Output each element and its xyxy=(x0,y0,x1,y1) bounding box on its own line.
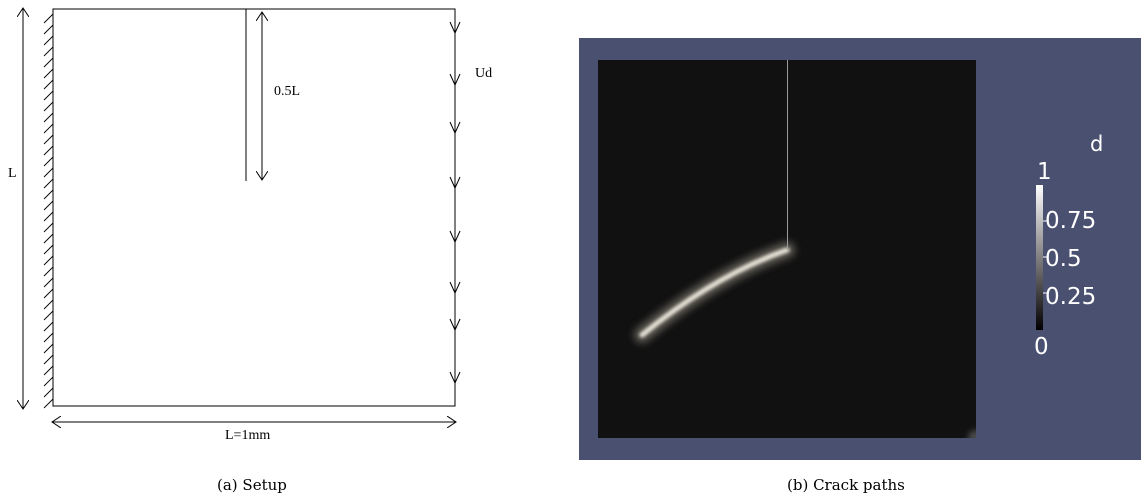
hatch-line xyxy=(43,387,54,398)
corner-artifact xyxy=(968,430,976,438)
hatch-line xyxy=(43,57,54,68)
hatch-line xyxy=(43,255,54,266)
hatch-line xyxy=(43,90,54,101)
width-label: L=1mm xyxy=(225,428,271,443)
hatch-line xyxy=(43,134,54,145)
displacement-load-arrows xyxy=(449,9,461,385)
hatch-line xyxy=(43,200,54,211)
colorbar-tick-025: 0.25 xyxy=(1045,284,1097,310)
hatch-line xyxy=(43,376,54,387)
colorbar xyxy=(1036,185,1043,330)
domain-square xyxy=(52,8,456,407)
height-label: L xyxy=(8,166,17,181)
colorbar-tick-1: 1 xyxy=(1037,159,1052,185)
colorbar-tick-05: 0.5 xyxy=(1045,246,1082,272)
colorbar-tick-0: 0 xyxy=(1034,334,1049,360)
crack-caption: (b) Crack paths xyxy=(787,476,905,494)
hatch-line xyxy=(43,46,54,57)
hatch-line xyxy=(43,343,54,354)
setup-panel: 0.5L Ud L L=1mm (a) Setup xyxy=(0,0,540,497)
hatch-line xyxy=(43,288,54,299)
hatch-line xyxy=(43,354,54,365)
hatch-line xyxy=(43,233,54,244)
hatch-line xyxy=(43,156,54,167)
hatch-line xyxy=(43,321,54,332)
hatch-line xyxy=(43,123,54,134)
setup-caption: (a) Setup xyxy=(217,476,287,494)
fixed-support-hatching xyxy=(43,13,54,409)
hatch-line xyxy=(43,68,54,79)
hatch-line xyxy=(43,365,54,376)
hatch-line xyxy=(43,211,54,222)
colorbar-tick-075: 0.75 xyxy=(1045,208,1097,234)
hatch-line xyxy=(43,112,54,123)
hatch-line xyxy=(43,178,54,189)
crack-render xyxy=(579,38,1141,460)
hatch-line xyxy=(43,222,54,233)
load-label: Ud xyxy=(475,66,493,81)
crack-panel: d 1 0.75 0.5 0.25 0 (b) Crack paths xyxy=(575,0,1141,497)
colorbar-ticks xyxy=(1043,220,1048,294)
notch-length-label: 0.5L xyxy=(274,84,301,99)
damage-field xyxy=(634,60,976,438)
colorbar-title: d xyxy=(1090,132,1104,156)
hatch-line xyxy=(43,398,54,409)
hatch-line xyxy=(43,299,54,310)
crack-path xyxy=(639,247,790,338)
setup-diagram xyxy=(0,0,461,497)
hatch-line xyxy=(43,35,54,46)
hatch-line xyxy=(43,167,54,178)
hatch-line xyxy=(43,244,54,255)
hatch-line xyxy=(43,277,54,288)
hatch-line xyxy=(43,145,54,156)
hatch-line xyxy=(43,189,54,200)
hatch-line xyxy=(43,310,54,321)
hatch-line xyxy=(43,13,54,24)
hatch-line xyxy=(43,24,54,35)
hatch-line xyxy=(43,266,54,277)
hatch-line xyxy=(43,101,54,112)
hatch-line xyxy=(43,79,54,90)
hatch-line xyxy=(43,332,54,343)
